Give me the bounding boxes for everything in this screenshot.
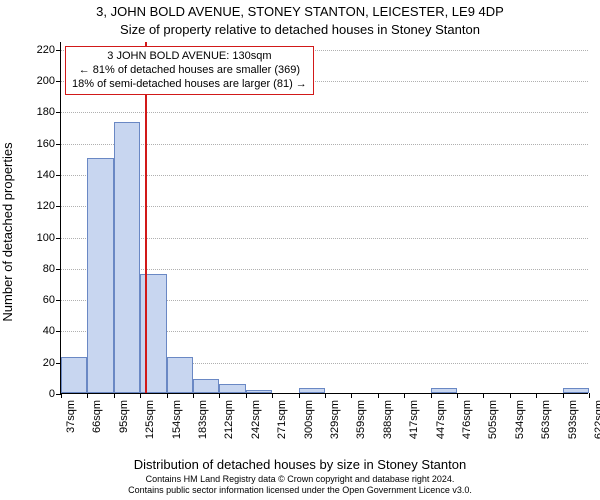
x-tick-mark <box>536 393 537 398</box>
x-tick-label: 476sqm <box>461 400 462 439</box>
y-tick-label: 0 <box>21 388 55 400</box>
histogram-bar <box>114 122 140 393</box>
annotation-box: 3 JOHN BOLD AVENUE: 130sqm← 81% of detac… <box>65 46 314 95</box>
y-tick-label: 80 <box>21 263 55 275</box>
x-tick-mark <box>87 393 88 398</box>
y-tick-mark <box>56 81 61 82</box>
y-tick-label: 40 <box>21 325 55 337</box>
y-axis-label: Number of detached properties <box>0 53 15 232</box>
y-tick-mark <box>56 175 61 176</box>
x-tick-label: 593sqm <box>567 400 568 439</box>
x-tick-mark <box>140 393 141 398</box>
y-tick-label: 20 <box>21 357 55 369</box>
x-tick-mark <box>351 393 352 398</box>
x-tick-label: 66sqm <box>91 400 92 433</box>
x-tick-label: 154sqm <box>171 400 172 439</box>
y-tick-label: 160 <box>21 138 55 150</box>
y-tick-mark <box>56 269 61 270</box>
x-tick-label: 505sqm <box>487 400 488 439</box>
x-tick-label: 271sqm <box>276 400 277 439</box>
x-tick-mark <box>325 393 326 398</box>
footer-line-1: Contains HM Land Registry data © Crown c… <box>0 474 600 485</box>
x-tick-label: 329sqm <box>329 400 330 439</box>
x-tick-label: 183sqm <box>197 400 198 439</box>
x-tick-label: 622sqm <box>593 400 594 439</box>
histogram-bar <box>299 388 325 393</box>
x-tick-mark <box>483 393 484 398</box>
histogram-bar <box>193 379 219 393</box>
x-tick-mark <box>457 393 458 398</box>
histogram-bar <box>167 357 193 393</box>
x-tick-mark <box>61 393 62 398</box>
x-tick-label: 563sqm <box>540 400 541 439</box>
y-tick-mark <box>56 206 61 207</box>
x-tick-mark <box>272 393 273 398</box>
x-tick-mark <box>299 393 300 398</box>
x-tick-mark <box>563 393 564 398</box>
x-tick-mark <box>219 393 220 398</box>
page-title: 3, JOHN BOLD AVENUE, STONEY STANTON, LEI… <box>0 4 600 19</box>
x-tick-mark <box>378 393 379 398</box>
histogram-bar <box>431 388 457 393</box>
y-tick-label: 120 <box>21 200 55 212</box>
histogram-bar <box>563 388 589 393</box>
annotation-line: ← 81% of detached houses are smaller (36… <box>72 64 307 78</box>
x-tick-label: 95sqm <box>118 400 119 433</box>
page-subtitle: Size of property relative to detached ho… <box>0 22 600 37</box>
x-tick-label: 534sqm <box>514 400 515 439</box>
footer-attribution: Contains HM Land Registry data © Crown c… <box>0 474 600 496</box>
x-tick-label: 359sqm <box>355 400 356 439</box>
x-tick-mark <box>589 393 590 398</box>
x-axis-label: Distribution of detached houses by size … <box>0 457 600 472</box>
x-tick-mark <box>431 393 432 398</box>
footer-line-2: Contains public sector information licen… <box>0 485 600 496</box>
y-tick-mark <box>56 112 61 113</box>
y-tick-label: 100 <box>21 232 55 244</box>
y-tick-mark <box>56 300 61 301</box>
y-tick-label: 60 <box>21 294 55 306</box>
y-tick-mark <box>56 331 61 332</box>
y-tick-label: 140 <box>21 169 55 181</box>
y-tick-mark <box>56 238 61 239</box>
gridline <box>61 112 588 113</box>
x-tick-label: 212sqm <box>223 400 224 439</box>
histogram-plot: 02040608010012014016018020022037sqm66sqm… <box>60 42 588 394</box>
x-tick-label: 37sqm <box>65 400 66 433</box>
x-tick-label: 125sqm <box>144 400 145 439</box>
x-tick-mark <box>193 393 194 398</box>
histogram-bar <box>87 158 113 393</box>
y-tick-label: 180 <box>21 106 55 118</box>
annotation-line: 18% of semi-detached houses are larger (… <box>72 78 307 92</box>
annotation-line: 3 JOHN BOLD AVENUE: 130sqm <box>72 50 307 64</box>
x-tick-label: 447sqm <box>435 400 436 439</box>
histogram-bar <box>61 357 87 393</box>
x-tick-mark <box>404 393 405 398</box>
y-tick-mark <box>56 50 61 51</box>
x-tick-label: 242sqm <box>250 400 251 439</box>
y-tick-mark <box>56 144 61 145</box>
x-tick-mark <box>510 393 511 398</box>
x-tick-label: 388sqm <box>382 400 383 439</box>
x-tick-label: 300sqm <box>303 400 304 439</box>
y-tick-label: 220 <box>21 44 55 56</box>
y-tick-label: 200 <box>21 75 55 87</box>
x-tick-mark <box>167 393 168 398</box>
histogram-bar <box>219 384 245 393</box>
histogram-bar <box>246 390 272 393</box>
x-tick-mark <box>114 393 115 398</box>
x-tick-label: 417sqm <box>408 400 409 439</box>
x-tick-mark <box>246 393 247 398</box>
